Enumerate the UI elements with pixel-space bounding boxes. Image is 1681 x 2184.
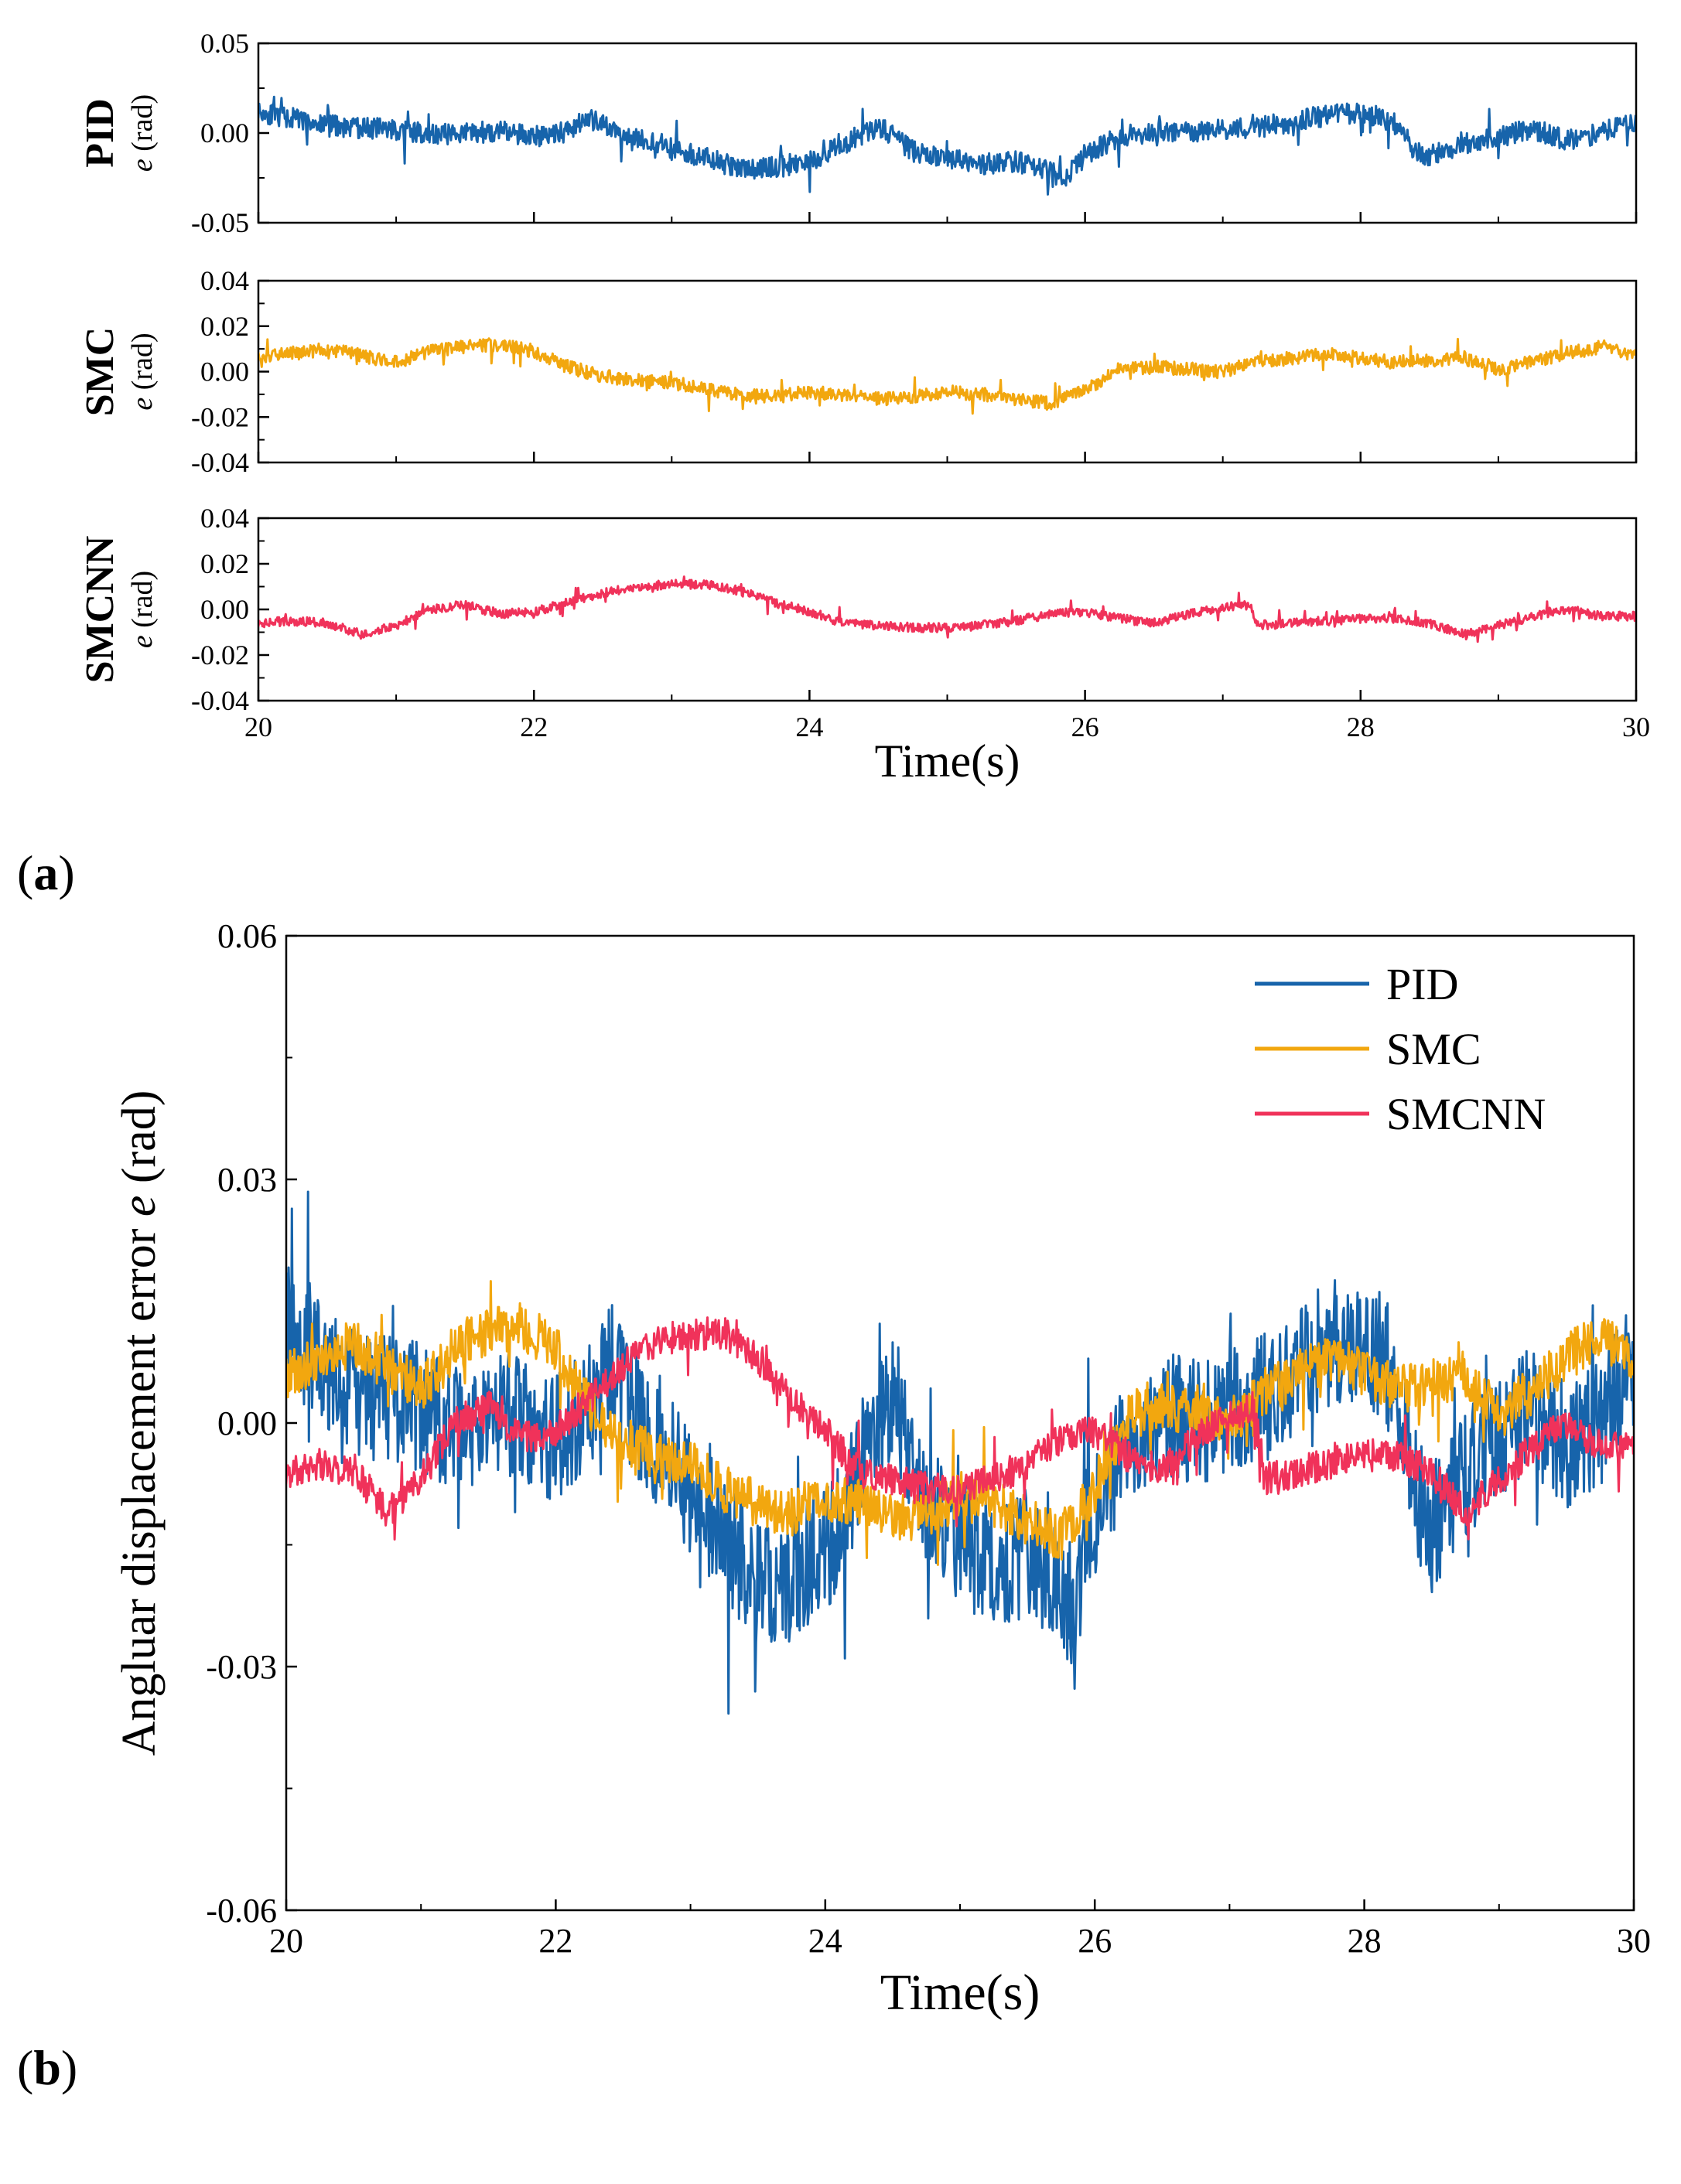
- series-line-smc: [259, 337, 1635, 415]
- y-axis-label-unit: (rad): [126, 333, 159, 397]
- y-tick-label: -0.03: [206, 1648, 277, 1686]
- y-tick-label: 0.05: [200, 28, 249, 59]
- y-tick-label: -0.06: [206, 1892, 277, 1930]
- y-tick-label: 0.02: [200, 548, 249, 579]
- x-tick-label: 22: [520, 712, 548, 742]
- x-tick-label: 22: [538, 1922, 572, 1960]
- x-tick-label: 24: [795, 712, 823, 742]
- y-tick-label: 0.02: [200, 311, 249, 342]
- y-axis-label: Angluar displacement error e (rad): [113, 1090, 166, 1756]
- y-axis-label-var: e: [126, 159, 159, 172]
- x-tick-label: 28: [1348, 1922, 1382, 1960]
- x-tick-label: 30: [1617, 1922, 1651, 1960]
- plot-area: [259, 95, 1635, 196]
- panel-b-label: (b): [17, 2040, 77, 2095]
- y-axis-label-unit: (rad): [126, 94, 159, 159]
- plot-frame: [257, 517, 1638, 702]
- plot-area: [259, 337, 1635, 415]
- y-tick-label: 0.00: [200, 357, 249, 387]
- y-tick-label: 0.00: [200, 594, 249, 625]
- y-tick-label: 0.00: [200, 118, 249, 148]
- y-axis-label-var: e: [126, 398, 159, 411]
- row-label: PID: [78, 98, 122, 168]
- y-tick-label: 0.00: [217, 1404, 277, 1442]
- y-axis-label: e (rad): [126, 94, 159, 172]
- y-axis-label-prefix: Angluar displacement error: [113, 1217, 166, 1756]
- x-tick-label: 26: [1078, 1922, 1112, 1960]
- legend-label-smcnn: SMCNN: [1386, 1089, 1546, 1139]
- x-axis-label: Time(s): [875, 735, 1020, 787]
- x-tick-label: 20: [244, 712, 272, 742]
- x-tick-label: 30: [1622, 712, 1650, 742]
- y-tick-label: 0.04: [200, 503, 249, 534]
- series-line-smcnn: [287, 1316, 1633, 1541]
- row-label: SMC: [78, 327, 122, 417]
- plot-area: [287, 1190, 1633, 1715]
- legend: PID SMC SMCNN: [1255, 959, 1546, 1139]
- y-tick-label: -0.05: [191, 207, 249, 238]
- x-tick-label: 28: [1347, 712, 1375, 742]
- y-tick-label: -0.04: [191, 447, 249, 478]
- series-line-smcnn: [259, 575, 1635, 643]
- y-axis-label-unit: (rad): [113, 1090, 166, 1196]
- x-tick-label: 26: [1071, 712, 1099, 742]
- y-tick-label: -0.04: [191, 685, 249, 716]
- series-line-pid: [287, 1190, 1633, 1715]
- legend-label-pid: PID: [1386, 959, 1458, 1009]
- y-tick-label: 0.03: [217, 1161, 277, 1199]
- x-axis-label: Time(s): [880, 1964, 1040, 2021]
- y-tick-label: -0.02: [191, 401, 249, 432]
- y-tick-label: 0.04: [200, 265, 249, 296]
- x-tick-label: 20: [269, 1922, 303, 1960]
- row-label: SMCNN: [78, 536, 122, 684]
- y-tick-label: 0.06: [217, 917, 277, 955]
- series-line-pid: [259, 95, 1635, 196]
- panel-a-label: (a): [17, 845, 75, 900]
- y-axis-label: e (rad): [126, 571, 159, 648]
- y-tick-label: -0.02: [191, 640, 249, 671]
- y-axis-label: e (rad): [126, 333, 159, 410]
- y-axis-label-var: e: [113, 1196, 166, 1217]
- legend-label-smc: SMC: [1386, 1024, 1481, 1074]
- x-tick-label: 24: [808, 1922, 842, 1960]
- y-axis-label-unit: (rad): [126, 571, 159, 635]
- y-axis-label-var: e: [126, 635, 159, 648]
- plot-area: [259, 575, 1635, 643]
- plot-frame: [257, 279, 1638, 464]
